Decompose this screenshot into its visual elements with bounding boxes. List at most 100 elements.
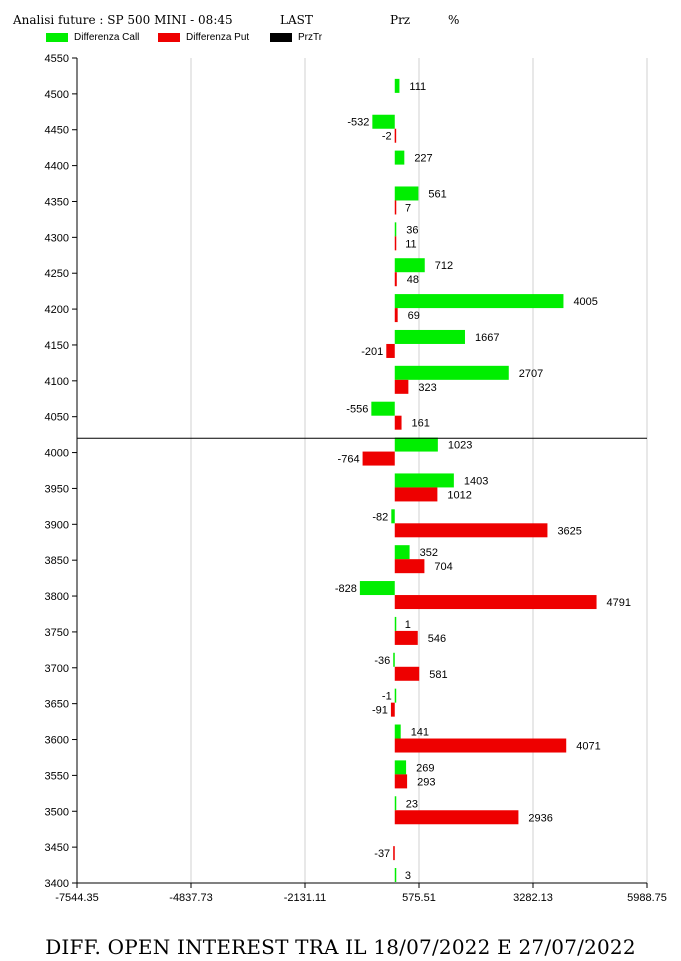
x-tick-label: -4837.73	[169, 892, 212, 904]
y-tick-label: 3900	[45, 519, 69, 531]
data-label-put: 546	[428, 633, 446, 645]
data-label-call: -828	[335, 583, 357, 595]
bar-put	[394, 415, 402, 430]
data-label-call: 4005	[573, 296, 597, 308]
data-label-call: 227	[414, 153, 432, 165]
y-tick-label: 3700	[45, 663, 69, 675]
bar-call	[394, 329, 465, 344]
bar-put	[394, 487, 438, 502]
header-pct-label: %	[448, 13, 460, 27]
data-label-call: 2707	[519, 368, 543, 380]
data-label-put: 4071	[576, 741, 600, 753]
bar-call	[394, 868, 397, 882]
bar-put	[394, 523, 548, 538]
bar-call	[391, 509, 395, 524]
data-label-call: 269	[416, 762, 434, 774]
bar-put	[394, 128, 397, 143]
header-last-label: LAST	[280, 13, 313, 27]
bar-put	[394, 308, 398, 323]
data-label-call: -36	[374, 655, 390, 667]
y-tick-label: 4500	[45, 89, 69, 101]
data-label-put: 161	[412, 418, 430, 430]
header-prz-label: Prz	[390, 13, 411, 27]
y-tick-label: 4150	[45, 340, 69, 352]
bar-call	[394, 437, 438, 452]
bar-call	[394, 688, 397, 703]
chart-header-title: Analisi future : SP 500 MINI - 08:45	[13, 13, 233, 27]
bar-call	[394, 616, 397, 631]
legend-swatch-prztr	[270, 32, 292, 42]
y-tick-label: 4400	[45, 161, 69, 173]
bar-call	[394, 150, 405, 165]
bar-put	[390, 702, 395, 717]
bar-put	[394, 630, 418, 645]
data-label-put: -201	[361, 346, 383, 358]
data-label-call: 36	[406, 224, 418, 236]
bar-put	[362, 451, 395, 466]
y-tick-label: 3750	[45, 627, 69, 639]
chart-footer-caption: DIFF. OPEN INTEREST TRA IL 18/07/2022 E …	[45, 935, 636, 959]
data-label-put: 69	[408, 310, 420, 322]
data-label-put: -37	[374, 848, 390, 860]
bar-put	[393, 846, 395, 861]
bar-call	[394, 78, 400, 93]
bar-call	[394, 222, 397, 237]
y-tick-label: 3950	[45, 483, 69, 495]
x-tick-label: -7544.35	[55, 892, 98, 904]
data-label-call: 1403	[464, 475, 488, 487]
y-tick-label: 3400	[45, 878, 69, 890]
data-label-call: -1	[382, 691, 392, 703]
legend-swatch-put	[158, 32, 180, 42]
y-tick-label: 3450	[45, 842, 69, 854]
bar-chart: 4550 4500 4450 4400 4350 4300 4250 4200 4150 4100…	[45, 53, 667, 904]
y-tick-label: 3800	[45, 591, 69, 603]
legend-item-put: Differenza Put	[158, 31, 249, 43]
y-tick-label: 4250	[45, 268, 69, 280]
bar-call	[372, 114, 395, 129]
data-label-put: 3625	[557, 525, 581, 537]
bar-call	[394, 294, 564, 309]
data-label-call: -82	[372, 511, 388, 523]
y-tick-label: 4050	[45, 412, 69, 424]
legend-label-put: Differenza Put	[186, 31, 250, 43]
y-tick-label: 4200	[45, 304, 69, 316]
legend-item-prztr: PrzTr	[270, 31, 322, 43]
data-label-call: 3	[405, 870, 411, 882]
legend-label-call: Differenza Call	[74, 31, 140, 43]
data-label-put: -2	[382, 131, 392, 143]
data-label-put: 1012	[447, 489, 471, 501]
bar-put	[394, 379, 409, 394]
bar-call	[394, 365, 509, 380]
y-tick-label: 4350	[45, 196, 69, 208]
bar-call	[393, 652, 395, 667]
bar-call	[394, 473, 454, 488]
y-tick-label: 3850	[45, 555, 69, 567]
y-tick-label: 4300	[45, 232, 69, 244]
legend-label-prztr: PrzTr	[298, 31, 323, 43]
y-tick-label: 4000	[45, 448, 69, 460]
y-tick-label: 3500	[45, 806, 69, 818]
y-tick-label: 4550	[45, 53, 69, 65]
y-tick-label: 4450	[45, 125, 69, 137]
bar-put	[394, 559, 425, 574]
bar-call	[394, 545, 410, 560]
bar-call	[394, 796, 397, 811]
x-tick-label: 5988.75	[627, 892, 667, 904]
data-label-put: 323	[418, 382, 436, 394]
bar-put	[386, 343, 395, 358]
data-label-put: 704	[434, 561, 452, 573]
data-label-call: 712	[435, 260, 453, 272]
bar-put	[394, 774, 408, 789]
data-label-call: 111	[409, 81, 426, 93]
legend-swatch-call	[46, 32, 68, 42]
data-label-put: -764	[338, 454, 360, 466]
data-label-call: 1	[405, 619, 411, 631]
legend-item-call: Differenza Call	[46, 31, 139, 43]
data-label-call: 1667	[475, 332, 499, 344]
bar-call	[394, 760, 407, 775]
bar-put	[394, 666, 420, 681]
y-tick-label: 3650	[45, 699, 69, 711]
data-label-call: 561	[428, 188, 446, 200]
bar-put	[394, 738, 567, 753]
bar-call	[394, 258, 425, 273]
